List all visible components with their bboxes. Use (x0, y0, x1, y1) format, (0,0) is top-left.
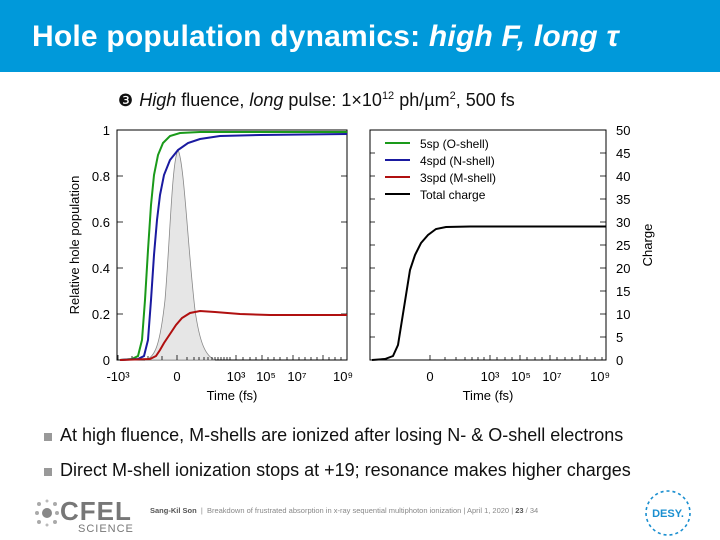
desy-logo: DESY. (645, 490, 691, 536)
x-tick-1e7: 10⁷ (287, 369, 306, 384)
r-tick-35: 35 (616, 192, 630, 207)
x-tick-0: 0 (173, 369, 180, 384)
cfel-logo-text: CFEL (60, 496, 132, 526)
r-tick-20: 20 (616, 261, 630, 276)
series-o-shell (119, 131, 347, 361)
legend-n-shell: 4spd (N-shell) (420, 154, 495, 168)
left-y-label: Relative hole population (67, 176, 82, 315)
left-chart: 0 0.2 0.4 0.6 0.8 1 -10³ 0 10³ 10⁵ 10⁷ 1… (67, 123, 353, 403)
bullet-list: At high fluence, M-shells are ionized af… (44, 418, 631, 488)
r-tick-5: 5 (616, 330, 623, 345)
r-tick-25: 25 (616, 238, 630, 253)
footer-text: Sang-Kil Son | Breakdown of frustrated a… (150, 506, 539, 515)
cfel-dots-icon (35, 499, 59, 527)
pulse-envelope (144, 149, 216, 361)
right-y-label: Charge (640, 224, 655, 267)
rx-tick-1e5: 10⁵ (511, 369, 531, 384)
figure: 0 0.2 0.4 0.6 0.8 1 -10³ 0 10³ 10⁵ 10⁷ 1… (67, 123, 655, 403)
r-tick-0: 0 (616, 353, 623, 368)
rx-tick-1e3: 10³ (481, 369, 500, 384)
y-tick-0.2: 0.2 (92, 307, 110, 322)
slide-subtitle: ❸ High fluence, long pulse: 1×1012 ph/µm2… (118, 90, 515, 110)
series-n-shell (119, 133, 348, 361)
bullet-square-icon (44, 432, 52, 441)
left-x-label: Time (fs) (207, 388, 258, 403)
r-tick-15: 15 (616, 284, 630, 299)
r-tick-30: 30 (616, 215, 630, 230)
rx-tick-0: 0 (426, 369, 433, 384)
right-x-label: Time (fs) (463, 388, 514, 403)
rx-tick-1e9: 10⁹ (590, 369, 610, 384)
title-bar: Hole population dynamics: high F, long τ (0, 0, 720, 72)
slide-title: Hole population dynamics: high F, long τ (32, 20, 619, 53)
x-tick-1e3: 10³ (227, 369, 246, 384)
desy-logo-text: DESY. (652, 508, 684, 520)
legend-m-shell: 3spd (M-shell) (420, 171, 496, 185)
cfel-logo-sub: SCIENCE (78, 523, 134, 535)
right-chart: 5sp (O-shell) 4spd (N-shell) 3spd (M-she… (369, 123, 655, 403)
x-tick-1e5: 10⁵ (256, 369, 276, 384)
bullet-item: Direct M-shell ionization stops at +19; … (44, 453, 631, 488)
legend-o-shell: 5sp (O-shell) (420, 137, 489, 151)
y-tick-0: 0 (103, 353, 110, 368)
r-tick-45: 45 (616, 146, 630, 161)
rx-tick-1e7: 10⁷ (542, 369, 561, 384)
cfel-logo: CFEL SCIENCE (34, 496, 133, 535)
x-tick-neg1e3: -10³ (106, 369, 130, 384)
r-tick-10: 10 (616, 307, 630, 322)
r-tick-50: 50 (616, 123, 630, 138)
y-tick-0.8: 0.8 (92, 169, 110, 184)
bullet-square-icon (44, 467, 52, 476)
r-tick-40: 40 (616, 169, 630, 184)
series-m-shell (119, 309, 347, 361)
bullet-item: At high fluence, M-shells are ionized af… (44, 418, 631, 453)
series-total-charge (371, 225, 606, 361)
y-tick-1: 1 (103, 123, 110, 138)
y-tick-0.4: 0.4 (92, 261, 110, 276)
legend: 5sp (O-shell) 4spd (N-shell) 3spd (M-she… (385, 137, 496, 202)
x-tick-1e9: 10⁹ (333, 369, 353, 384)
y-tick-0.6: 0.6 (92, 215, 110, 230)
legend-total: Total charge (420, 188, 486, 202)
number-3-icon: ❸ (118, 91, 134, 110)
